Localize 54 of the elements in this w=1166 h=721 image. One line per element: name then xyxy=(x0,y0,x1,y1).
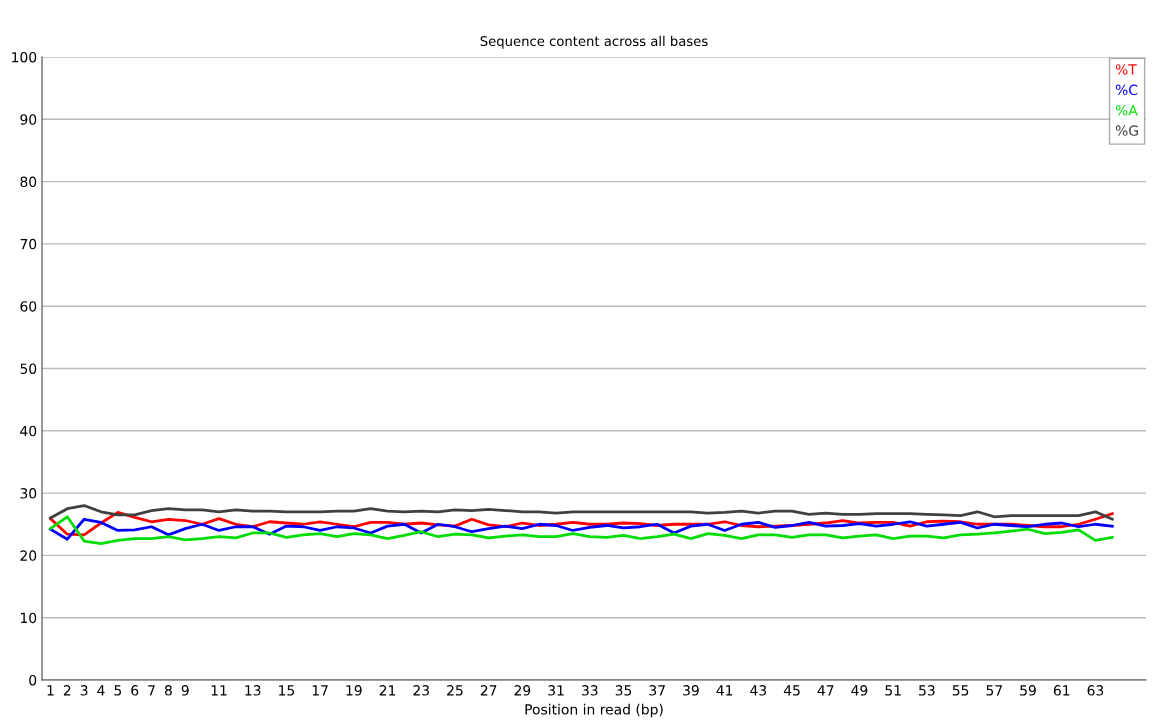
y-tick-label: 80 xyxy=(20,176,37,188)
x-tick-label: 47 xyxy=(817,685,834,696)
chart-title: Sequence content across all bases xyxy=(480,35,708,49)
x-tick-label: 39 xyxy=(683,685,699,696)
x-tick-label: 25 xyxy=(447,685,463,696)
x-tick-label: 23 xyxy=(413,685,429,696)
y-tick-label: 90 xyxy=(20,114,37,125)
y-tick-label: 50 xyxy=(20,363,37,374)
x-tick-label: 1 xyxy=(47,685,54,696)
x-tick-label: 55 xyxy=(952,685,969,696)
x-tick-label: 15 xyxy=(279,685,295,696)
x-tick-label: 27 xyxy=(480,685,497,696)
text: %G xyxy=(1115,125,1138,136)
x-tick-label: 11 xyxy=(211,685,227,696)
x-tick-label: 59 xyxy=(1020,685,1036,696)
y-tick-label: 0 xyxy=(29,674,37,686)
x-tick-label: 19 xyxy=(346,685,362,696)
x-tick-label: 57 xyxy=(986,685,1002,696)
x-tick-label: 2 xyxy=(63,685,71,696)
x-tick-label: 35 xyxy=(615,685,632,696)
x-tick-label: 6 xyxy=(131,685,139,696)
y-tick-label: 40 xyxy=(20,425,37,437)
text: %A xyxy=(1115,104,1138,116)
x-tick-label: 37 xyxy=(649,685,665,696)
y-tick-label: 100 xyxy=(12,51,37,63)
x-tick-label: 8 xyxy=(164,685,172,696)
text: %C xyxy=(1115,84,1138,96)
x-tick-label: 45 xyxy=(783,685,800,696)
line-series xyxy=(49,504,1114,521)
x-tick-label: 4 xyxy=(97,685,105,696)
x-tick-label: 33 xyxy=(582,685,598,696)
x-tick-label: 9 xyxy=(181,685,189,696)
x-tick-label: 43 xyxy=(750,685,767,696)
text: %T xyxy=(1115,64,1137,75)
x-tick-label: 13 xyxy=(245,685,261,696)
x-tick-label: 7 xyxy=(148,685,155,696)
x-tick-label: 41 xyxy=(716,685,733,696)
x-axis-title: Position in read (bp) xyxy=(525,703,663,718)
x-tick-label: 63 xyxy=(1087,685,1104,696)
y-tick-label: 30 xyxy=(20,488,37,499)
x-tick-label: 49 xyxy=(851,685,868,696)
x-tick-label: 61 xyxy=(1053,685,1070,696)
y-tick-label: 20 xyxy=(20,550,37,561)
x-tick-label: 17 xyxy=(312,685,328,696)
x-tick-label: 21 xyxy=(379,685,396,696)
x-tick-label: 51 xyxy=(885,685,901,696)
x-tick-label: 53 xyxy=(919,685,935,696)
x-tick-label: 5 xyxy=(114,685,122,696)
y-tick-label: 70 xyxy=(20,238,37,250)
y-tick-label: 60 xyxy=(20,301,37,312)
y-tick-label: 10 xyxy=(20,612,37,624)
x-tick-label: 31 xyxy=(548,685,564,696)
x-tick-label: 29 xyxy=(514,685,531,696)
x-tick-label: 3 xyxy=(80,685,88,696)
